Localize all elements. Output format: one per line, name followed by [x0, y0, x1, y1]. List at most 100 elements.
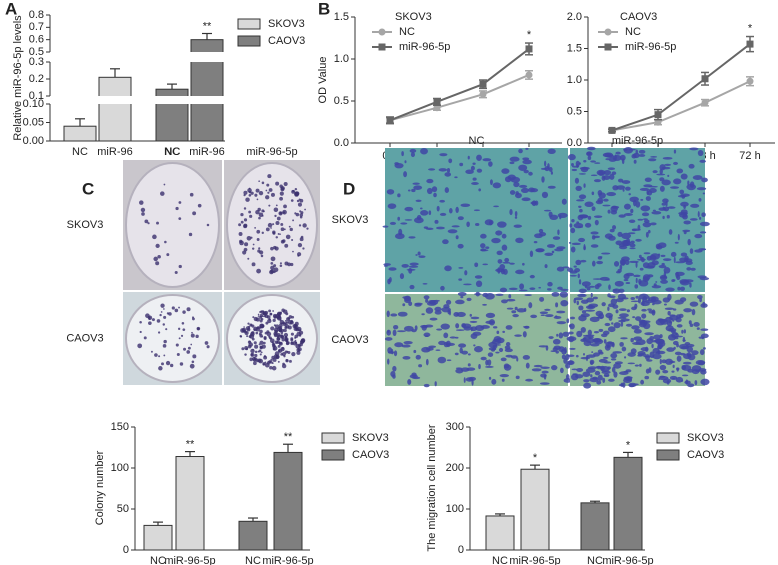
cell [551, 250, 555, 254]
colony [255, 359, 259, 363]
y-tick-label: 0.0 [334, 137, 349, 149]
error-bar [110, 68, 120, 78]
cell [659, 358, 662, 365]
colony [190, 343, 193, 346]
colony [280, 227, 285, 232]
colony [281, 322, 284, 325]
cell [397, 311, 408, 317]
colony [247, 257, 250, 260]
cell [415, 254, 418, 256]
photo [566, 292, 710, 389]
colony [275, 204, 278, 207]
colony [243, 218, 248, 222]
cell [541, 191, 549, 199]
cell [628, 232, 636, 235]
cell [435, 349, 441, 351]
cell [689, 301, 699, 307]
cell [581, 310, 587, 314]
colony [274, 324, 280, 329]
colony [272, 318, 276, 323]
photo-background [570, 148, 705, 292]
cell [617, 178, 624, 183]
cell [633, 159, 637, 164]
cell [661, 179, 671, 186]
cell [525, 147, 529, 150]
bar [485, 515, 515, 551]
cell [539, 382, 550, 385]
cell [394, 233, 405, 240]
cell [538, 228, 544, 234]
cell [635, 238, 642, 242]
cell [622, 188, 625, 192]
cell [434, 381, 437, 387]
cell [567, 267, 574, 272]
colony [277, 233, 280, 235]
colony [265, 195, 270, 200]
legend-label: SKOV3 [687, 432, 724, 444]
colony [260, 317, 264, 321]
colony [147, 222, 150, 225]
colony [238, 232, 243, 236]
colony [182, 328, 186, 332]
cell [582, 371, 591, 377]
cell [655, 369, 661, 375]
cell [666, 347, 675, 352]
photo [224, 292, 320, 385]
cell [451, 225, 460, 228]
cell [529, 274, 535, 279]
cell [521, 197, 531, 202]
colony [297, 202, 302, 207]
colony [296, 348, 301, 352]
cell [426, 178, 434, 184]
colony [245, 331, 248, 334]
cell [693, 322, 700, 327]
colony [282, 322, 287, 327]
photo [224, 160, 320, 290]
cell [440, 285, 445, 291]
colony [251, 337, 255, 341]
cell [466, 221, 470, 228]
cell [419, 207, 423, 210]
cell [582, 353, 586, 356]
cell [604, 233, 613, 239]
colony [158, 366, 163, 371]
cell [509, 209, 513, 216]
cell [617, 231, 623, 237]
cell [387, 203, 397, 209]
cell [672, 340, 679, 346]
error-bar [153, 521, 163, 526]
bar [273, 451, 303, 551]
colony [283, 355, 286, 358]
cell [571, 242, 581, 246]
colony [246, 235, 252, 241]
cell [568, 324, 572, 328]
colony [282, 239, 286, 243]
cell [623, 213, 633, 216]
cell [383, 263, 391, 266]
colony [244, 242, 249, 247]
cell [455, 323, 460, 329]
colony [302, 223, 307, 228]
colony [238, 223, 242, 227]
cell [601, 252, 611, 255]
cell [416, 214, 422, 221]
colony [176, 353, 180, 357]
legend-label: NC [399, 26, 415, 38]
cell [603, 169, 612, 176]
cell [529, 287, 536, 290]
cell [485, 246, 490, 249]
cell [621, 297, 629, 300]
colony [300, 235, 304, 239]
cell [680, 173, 688, 180]
y-tick-label: 0.5 [29, 46, 44, 58]
colony [291, 351, 296, 357]
cell [576, 330, 583, 338]
cell [661, 166, 671, 170]
colony [192, 211, 197, 216]
cell [662, 370, 669, 374]
cell [480, 233, 487, 239]
cell [602, 330, 610, 335]
x-tick-label: miR-96-5p [262, 555, 313, 565]
cell [687, 238, 691, 246]
cell [672, 308, 677, 311]
